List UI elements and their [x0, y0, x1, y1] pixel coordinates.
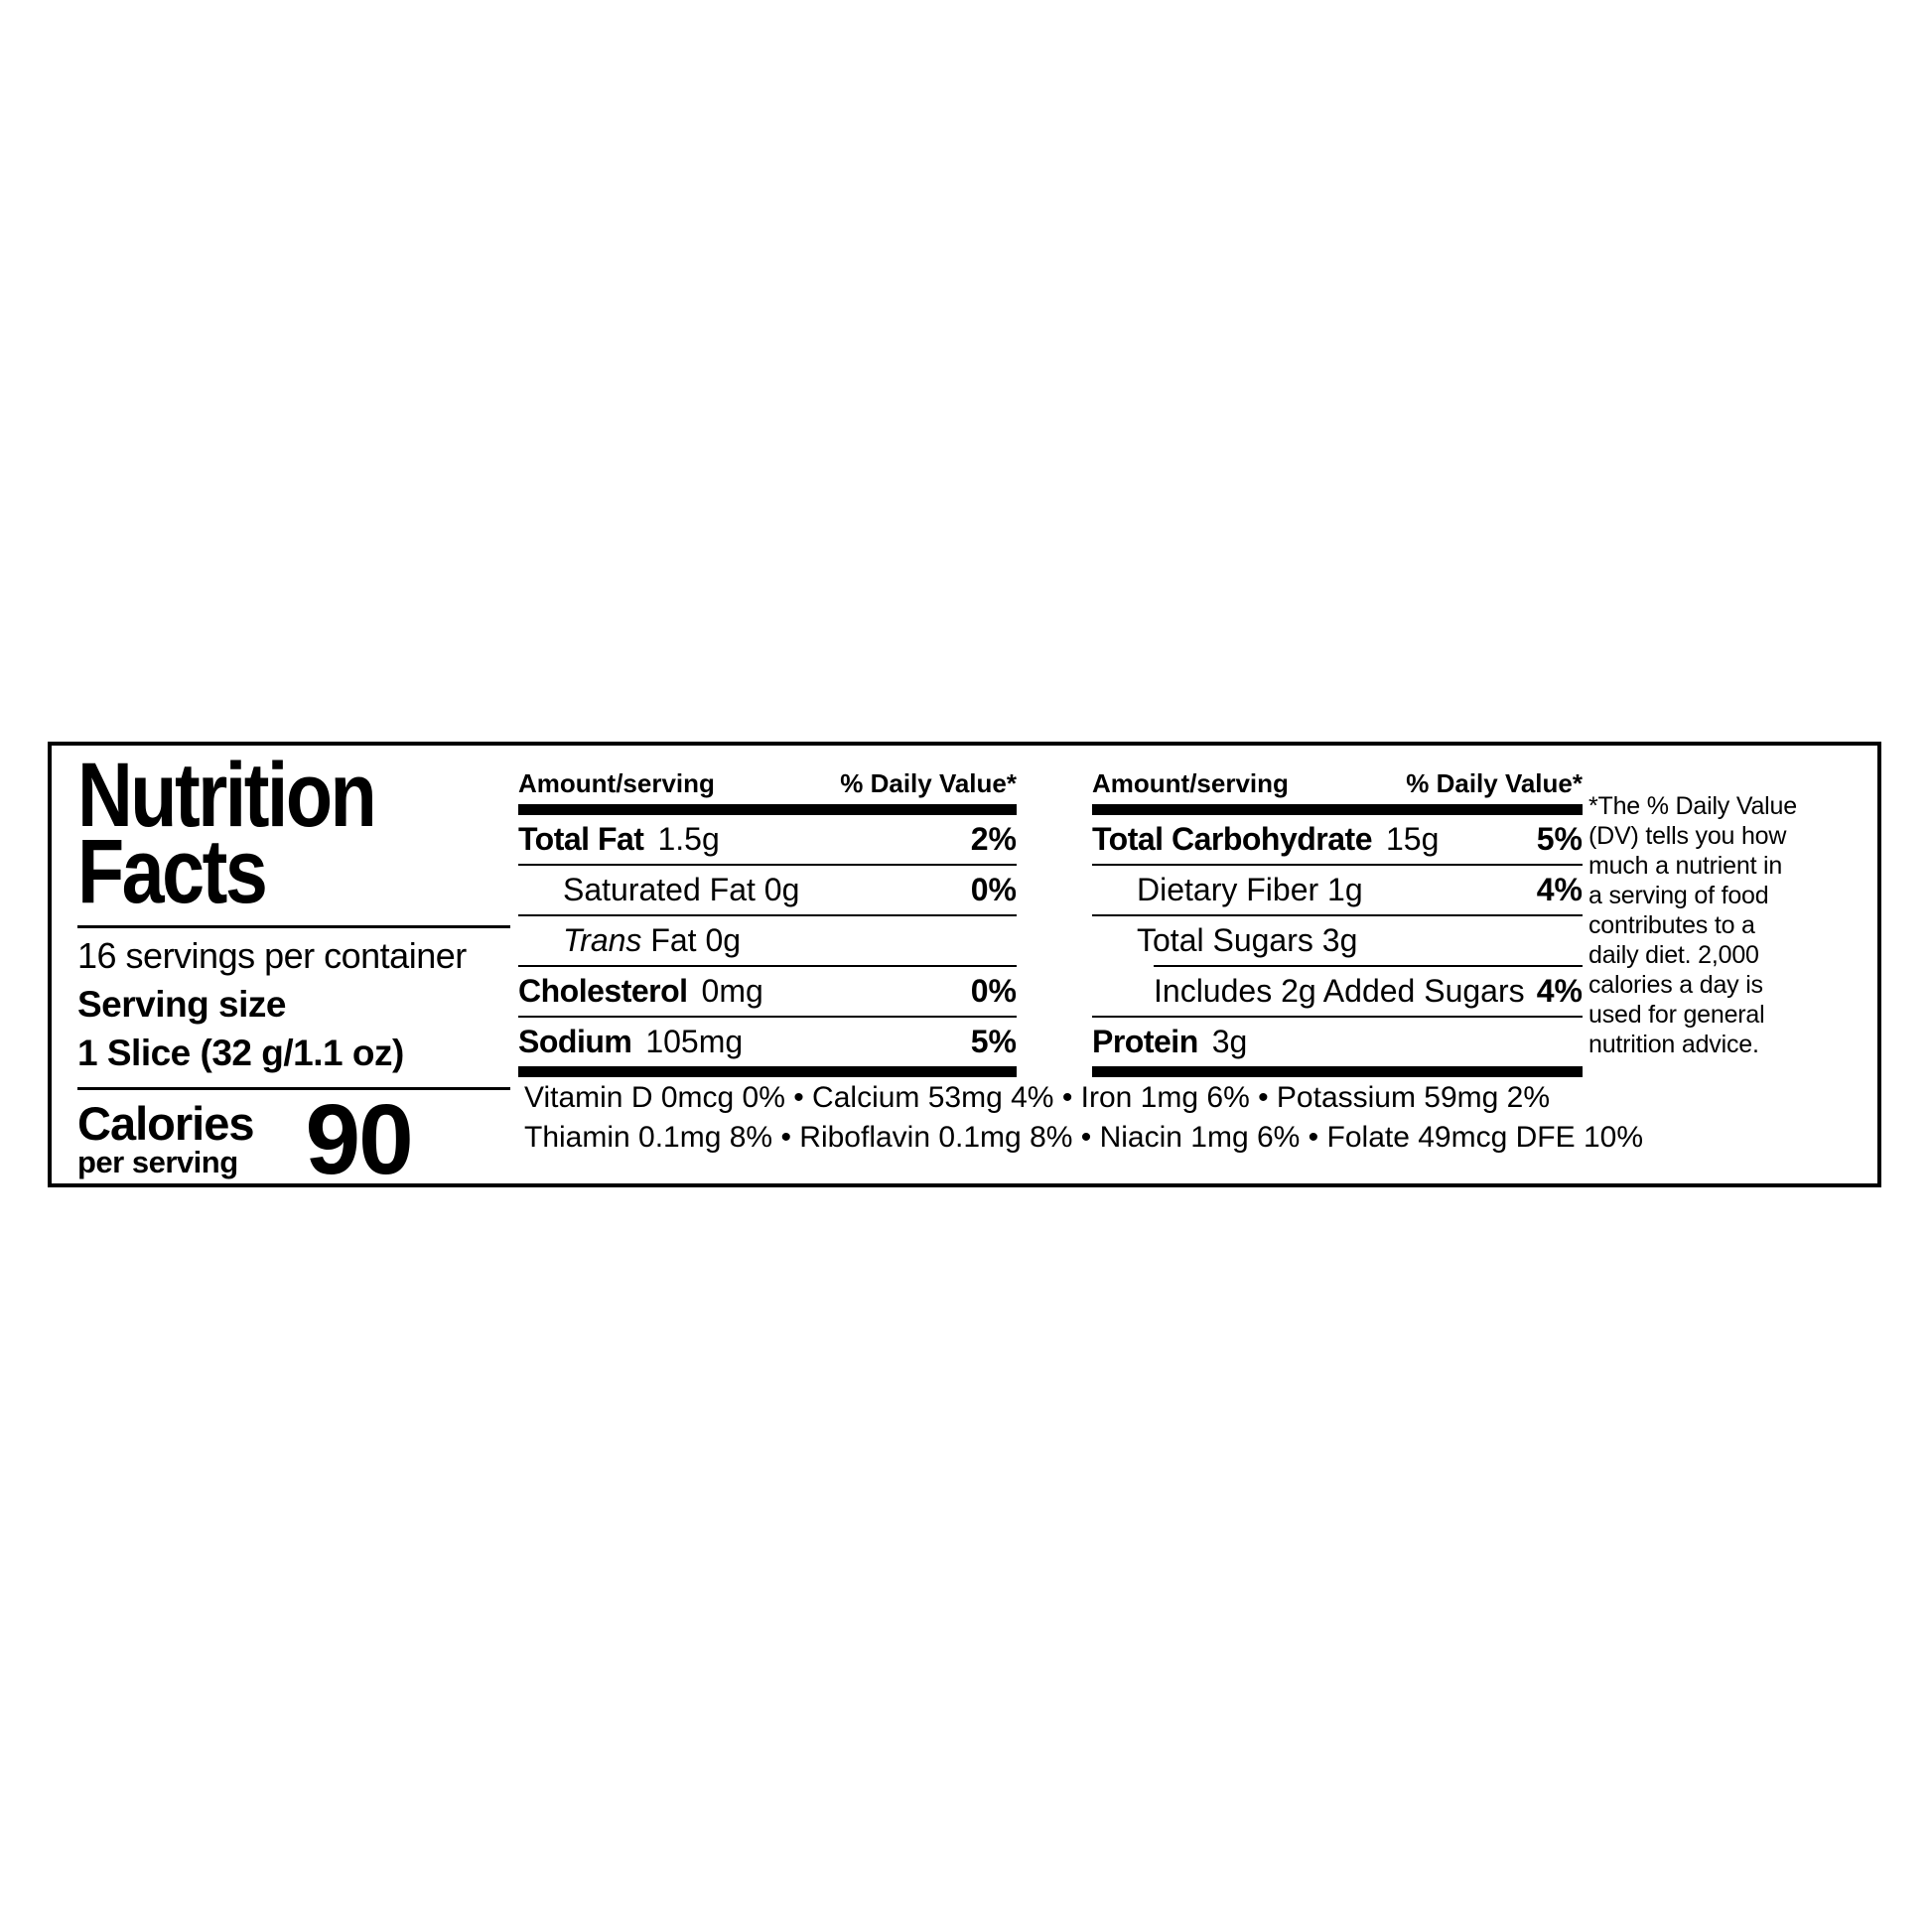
header-daily-value: % Daily Value*: [840, 768, 1017, 798]
serving-size-label: Serving size: [77, 983, 286, 1025]
nutrient-row-cholesterol: Cholesterol 0mg 0%: [518, 967, 1017, 1016]
nutrient-row-total-sugars: Total Sugars 3g: [1092, 916, 1583, 965]
calories-label: Calories: [77, 1097, 254, 1151]
nutrient-column-carbs: Amount/serving % Daily Value* Total Carb…: [1092, 768, 1583, 1077]
nutrient-row-sodium: Sodium 105mg 5%: [518, 1018, 1017, 1066]
servings-per-container: 16 servings per container: [77, 934, 467, 976]
daily-value: 4%: [1536, 973, 1583, 1009]
calories-divider: [77, 1086, 510, 1090]
title-divider: [77, 924, 510, 928]
calories-value: 90: [305, 1083, 413, 1195]
header-daily-value: % Daily Value*: [1406, 768, 1583, 798]
row-divider: [518, 914, 1017, 916]
daily-value-footnote: *The % Daily Value (DV) tells you how mu…: [1588, 792, 1797, 1058]
nutrient-name: Protein 3g: [1092, 1024, 1248, 1059]
calories-label-stack: Calories per serving: [77, 1097, 254, 1180]
calories-sublabel: per serving: [77, 1145, 238, 1180]
serving-size-value: 1 Slice (32 g/1.1 oz): [77, 1032, 404, 1073]
column-header: Amount/serving % Daily Value*: [518, 768, 1017, 804]
column-header: Amount/serving % Daily Value*: [1092, 768, 1583, 804]
nutrient-name: Sodium 105mg: [518, 1024, 744, 1059]
row-divider: [1092, 914, 1583, 916]
nutrient-name: Dietary Fiber 1g: [1137, 872, 1363, 907]
nutrient-name: Total Sugars 3g: [1137, 922, 1358, 958]
daily-value: 5%: [1536, 821, 1583, 857]
thick-bar: [518, 804, 1017, 815]
daily-value: 4%: [1536, 872, 1583, 907]
nutrient-row-total-fat: Total Fat 1.5g 2%: [518, 815, 1017, 864]
nutrient-name: Total Fat 1.5g: [518, 821, 720, 857]
micronutrients-section: Vitamin D 0mcg 0% • Calcium 53mg 4% • Ir…: [524, 1078, 1643, 1158]
nutrient-row-trans-fat: Trans Fat 0g: [518, 916, 1017, 965]
nutrition-facts-title: Nutrition Facts: [77, 745, 377, 923]
thick-bar: [518, 1066, 1017, 1077]
daily-value: 5%: [970, 1024, 1017, 1059]
daily-value: 2%: [970, 821, 1017, 857]
nutrient-column-fats: Amount/serving % Daily Value* Total Fat 1…: [518, 768, 1017, 1077]
row-divider: [518, 864, 1017, 866]
nutrient-row-added-sugars: Includes 2g Added Sugars 4%: [1092, 967, 1583, 1016]
nutrient-name: Total Carbohydrate 15g: [1092, 821, 1440, 857]
micronutrients-line-2: Thiamin 0.1mg 8% • Riboflavin 0.1mg 8% •…: [524, 1121, 1643, 1154]
row-divider-indented: [1154, 965, 1583, 967]
row-divider: [1092, 864, 1583, 866]
label-left-panel: Nutrition Facts 16 servings per containe…: [77, 745, 510, 1195]
header-amount-serving: Amount/serving: [1092, 768, 1289, 798]
nutrient-row-saturated-fat: Saturated Fat 0g 0%: [518, 866, 1017, 914]
row-divider: [518, 965, 1017, 967]
daily-value: 0%: [970, 872, 1017, 907]
nutrient-name: Saturated Fat 0g: [563, 872, 800, 907]
micronutrients-line-1: Vitamin D 0mcg 0% • Calcium 53mg 4% • Ir…: [524, 1081, 1551, 1114]
nutrition-facts-label: Nutrition Facts 16 servings per containe…: [48, 742, 1881, 1195]
nutrient-name: Trans Fat 0g: [563, 922, 742, 958]
row-divider: [1092, 1016, 1583, 1018]
calories-row: Calories per serving 90: [77, 1083, 510, 1195]
daily-value: 0%: [970, 973, 1017, 1009]
nutrient-name: Cholesterol 0mg: [518, 973, 763, 1009]
nutrient-row-protein: Protein 3g: [1092, 1018, 1583, 1066]
header-amount-serving: Amount/serving: [518, 768, 715, 798]
row-divider: [518, 1016, 1017, 1018]
thick-bar: [1092, 804, 1583, 815]
thick-bar: [1092, 1066, 1583, 1077]
nutrient-row-total-carbohydrate: Total Carbohydrate 15g 5%: [1092, 815, 1583, 864]
nutrient-name: Includes 2g Added Sugars: [1154, 973, 1525, 1009]
nutrient-row-dietary-fiber: Dietary Fiber 1g 4%: [1092, 866, 1583, 914]
